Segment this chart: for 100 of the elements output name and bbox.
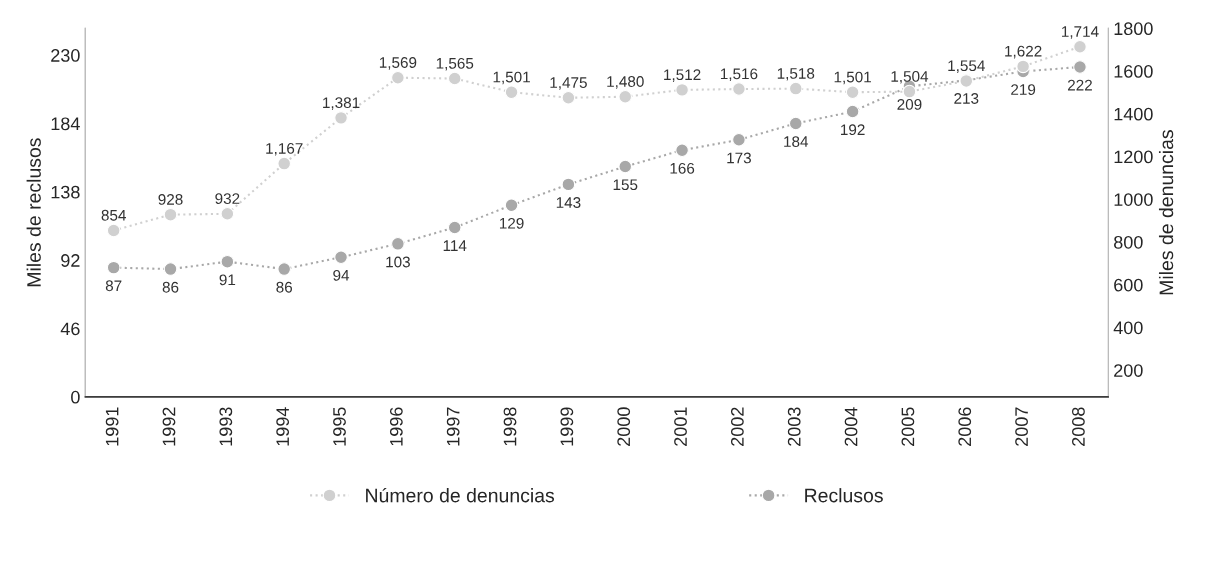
point bbox=[788, 81, 803, 96]
point bbox=[561, 177, 576, 192]
y-axis-title: Miles de reclusos bbox=[26, 138, 41, 287]
data-label: 1,516 bbox=[720, 68, 758, 82]
data-label: 209 bbox=[897, 99, 922, 110]
point bbox=[1073, 60, 1087, 74]
point bbox=[220, 207, 235, 221]
x-tick-label: 2004 bbox=[844, 407, 858, 446]
point bbox=[1073, 39, 1087, 54]
data-label: 1,518 bbox=[777, 67, 815, 81]
point bbox=[618, 89, 633, 104]
data-label: 166 bbox=[670, 162, 695, 174]
x-tick-label: 1994 bbox=[276, 407, 290, 446]
y-tick-label: 0 bbox=[71, 390, 80, 404]
point bbox=[845, 85, 860, 99]
data-label: 219 bbox=[1011, 84, 1036, 95]
x-tick-label: 1993 bbox=[219, 407, 233, 446]
x-tick-label: 2002 bbox=[730, 407, 744, 446]
y2-tick-label: 400 bbox=[1113, 321, 1143, 335]
y-tick-label: 46 bbox=[60, 322, 80, 336]
x-tick-label: 2007 bbox=[1015, 407, 1028, 446]
point bbox=[1016, 59, 1030, 74]
point bbox=[106, 260, 121, 275]
point bbox=[334, 111, 348, 125]
data-label: 103 bbox=[386, 256, 410, 268]
point bbox=[391, 237, 405, 251]
y2-tick-label: 200 bbox=[1114, 364, 1143, 377]
data-label: 1,381 bbox=[323, 97, 360, 110]
data-label: 173 bbox=[727, 152, 751, 164]
point bbox=[447, 71, 462, 86]
y2-tick-label: 600 bbox=[1114, 278, 1143, 292]
data-label: 184 bbox=[784, 136, 809, 148]
point bbox=[732, 82, 746, 96]
y2-tick-label: 800 bbox=[1114, 235, 1143, 249]
data-label: 1,501 bbox=[493, 71, 530, 85]
data-label: 1,569 bbox=[379, 57, 417, 70]
data-label: 854 bbox=[101, 209, 126, 221]
legend-label: Reclusos bbox=[805, 488, 883, 503]
point bbox=[447, 220, 462, 235]
x-tick-label: 2003 bbox=[787, 407, 801, 446]
data-label: 1,480 bbox=[607, 76, 644, 89]
data-label: 1,167 bbox=[266, 142, 303, 156]
x-tick-label: 2006 bbox=[958, 407, 972, 446]
data-label: 1,501 bbox=[834, 71, 871, 85]
x-tick-label: 1992 bbox=[162, 407, 176, 446]
data-label: 932 bbox=[215, 193, 240, 205]
data-label: 1,714 bbox=[1062, 26, 1099, 39]
x-tick-label: 1995 bbox=[333, 407, 346, 446]
data-label: 192 bbox=[841, 124, 865, 136]
point bbox=[504, 85, 519, 99]
point bbox=[106, 223, 121, 238]
y2-tick-label: 1800 bbox=[1114, 22, 1153, 36]
point bbox=[391, 70, 405, 85]
point bbox=[675, 143, 689, 157]
y-tick-label: 230 bbox=[51, 49, 80, 62]
point bbox=[334, 250, 348, 264]
point bbox=[845, 104, 860, 119]
data-label: 213 bbox=[954, 93, 979, 104]
y-tick-label: 92 bbox=[61, 254, 80, 267]
x-tick-label: 1999 bbox=[560, 407, 574, 446]
data-label: 143 bbox=[556, 197, 581, 208]
y2-tick-label: 1400 bbox=[1114, 107, 1153, 121]
data-label: 928 bbox=[158, 194, 183, 205]
data-label: 87 bbox=[105, 280, 122, 292]
point bbox=[504, 198, 519, 212]
y2-tick-label: 1600 bbox=[1114, 65, 1153, 78]
point bbox=[220, 254, 235, 269]
data-label: 86 bbox=[162, 281, 179, 293]
data-label: 91 bbox=[219, 274, 236, 286]
point bbox=[732, 133, 746, 147]
data-label: 1,512 bbox=[664, 69, 701, 82]
point bbox=[163, 207, 178, 222]
point bbox=[675, 83, 689, 97]
legend-label: Número de denuncias bbox=[366, 487, 555, 503]
data-label: 1,565 bbox=[436, 57, 474, 71]
x-tick-label: 1997 bbox=[446, 407, 460, 446]
point bbox=[277, 262, 291, 276]
data-label: 155 bbox=[613, 179, 638, 191]
data-label: 222 bbox=[1067, 79, 1092, 91]
data-label: 114 bbox=[443, 240, 467, 251]
point bbox=[277, 156, 291, 171]
x-tick-label: 2000 bbox=[617, 407, 631, 446]
y-tick-label: 138 bbox=[51, 185, 80, 199]
y2-axis-title: Miles de denuncias bbox=[1158, 130, 1174, 295]
x-tick-label: 2001 bbox=[674, 407, 687, 446]
x-tick-label: 2005 bbox=[901, 407, 915, 446]
x-tick-label: 1991 bbox=[105, 407, 119, 446]
x-tick-label: 1998 bbox=[503, 407, 517, 446]
point bbox=[788, 116, 803, 131]
y-tick-label: 184 bbox=[51, 117, 80, 131]
data-label: 129 bbox=[499, 217, 524, 229]
point bbox=[163, 262, 178, 276]
point bbox=[902, 84, 917, 99]
data-label: 1,622 bbox=[1005, 45, 1042, 59]
data-label: 1,504 bbox=[891, 70, 929, 84]
x-tick-label: 1996 bbox=[389, 407, 403, 446]
data-label: 94 bbox=[333, 269, 350, 281]
point bbox=[618, 159, 633, 174]
y2-tick-label: 1200 bbox=[1114, 150, 1153, 164]
y2-tick-label: 1000 bbox=[1114, 193, 1153, 206]
